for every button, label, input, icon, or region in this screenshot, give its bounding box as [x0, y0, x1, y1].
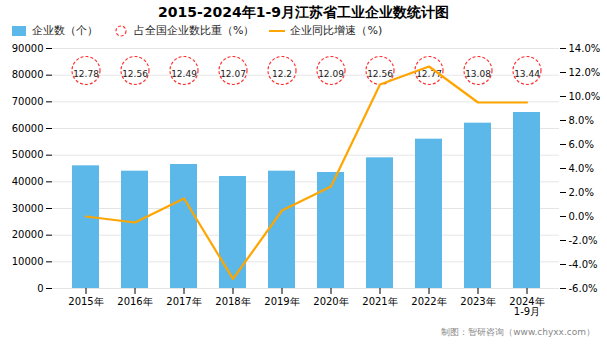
- svg-text:2021年: 2021年: [362, 296, 397, 307]
- svg-text:12.2: 12.2: [272, 69, 292, 79]
- svg-text:50000: 50000: [12, 149, 44, 160]
- svg-text:8.0%: 8.0%: [569, 115, 594, 126]
- svg-text:12.07: 12.07: [220, 69, 246, 79]
- svg-text:60000: 60000: [12, 123, 44, 134]
- svg-text:13.08: 13.08: [465, 69, 491, 79]
- svg-text:2016年: 2016年: [117, 296, 152, 307]
- html-text:2015-2024年1-9月江苏省工业企业数统计图: 2015-2024年1-9月江苏省工业企业数统计图: [158, 4, 449, 20]
- svg-text:-6.0%: -6.0%: [569, 283, 598, 294]
- svg-text:12.78: 12.78: [73, 69, 99, 79]
- svg-text:-2.0%: -2.0%: [569, 235, 598, 246]
- svg-text:80000: 80000: [12, 69, 44, 80]
- svg-text:70000: 70000: [12, 96, 44, 107]
- svg-text:0: 0: [37, 283, 43, 294]
- svg-text:20000: 20000: [12, 229, 44, 240]
- svg-text:40000: 40000: [12, 176, 44, 187]
- html-text:制图：智研咨询（www.chyxx.com）: 制图：智研咨询（www.chyxx.com）: [441, 327, 595, 337]
- svg-text:2017年: 2017年: [166, 296, 201, 307]
- svg-text:30000: 30000: [12, 203, 44, 214]
- svg-text:12.77: 12.77: [416, 68, 442, 79]
- svg-text:2023年: 2023年: [460, 296, 495, 307]
- svg-text:10000: 10000: [12, 256, 44, 267]
- html-text:占全国企业数比重（%）: 占全国企业数比重（%）: [134, 24, 255, 37]
- svg-text:12.56: 12.56: [367, 69, 393, 79]
- svg-text:12.0%: 12.0%: [569, 67, 601, 78]
- svg-text:13.44: 13.44: [514, 69, 540, 79]
- svg-text:12.09: 12.09: [318, 69, 344, 79]
- svg-text:6.0%: 6.0%: [569, 139, 594, 150]
- svg-text:0.0%: 0.0%: [569, 211, 594, 222]
- svg-text:10.0%: 10.0%: [569, 91, 601, 102]
- svg-text:2024年1-9月: 2024年1-9月: [509, 296, 544, 317]
- html-text:企业同比增速（%): 企业同比增速（%): [290, 24, 383, 37]
- html-text:企业数（个）: 企业数（个）: [32, 24, 98, 37]
- svg-text:2.0%: 2.0%: [569, 187, 594, 198]
- svg-text:2019年: 2019年: [264, 296, 299, 307]
- svg-text:2022年: 2022年: [411, 296, 446, 307]
- svg-text:2020年: 2020年: [313, 296, 348, 307]
- svg-text:2018年: 2018年: [215, 296, 250, 307]
- svg-text:12.49: 12.49: [171, 69, 197, 79]
- svg-text:-4.0%: -4.0%: [569, 259, 598, 270]
- svg-text:90000: 90000: [12, 43, 44, 54]
- svg-text:14.0%: 14.0%: [569, 43, 601, 54]
- svg-text:12.56: 12.56: [122, 69, 148, 79]
- svg-text:4.0%: 4.0%: [569, 163, 594, 174]
- svg-text:2015年: 2015年: [68, 296, 103, 307]
